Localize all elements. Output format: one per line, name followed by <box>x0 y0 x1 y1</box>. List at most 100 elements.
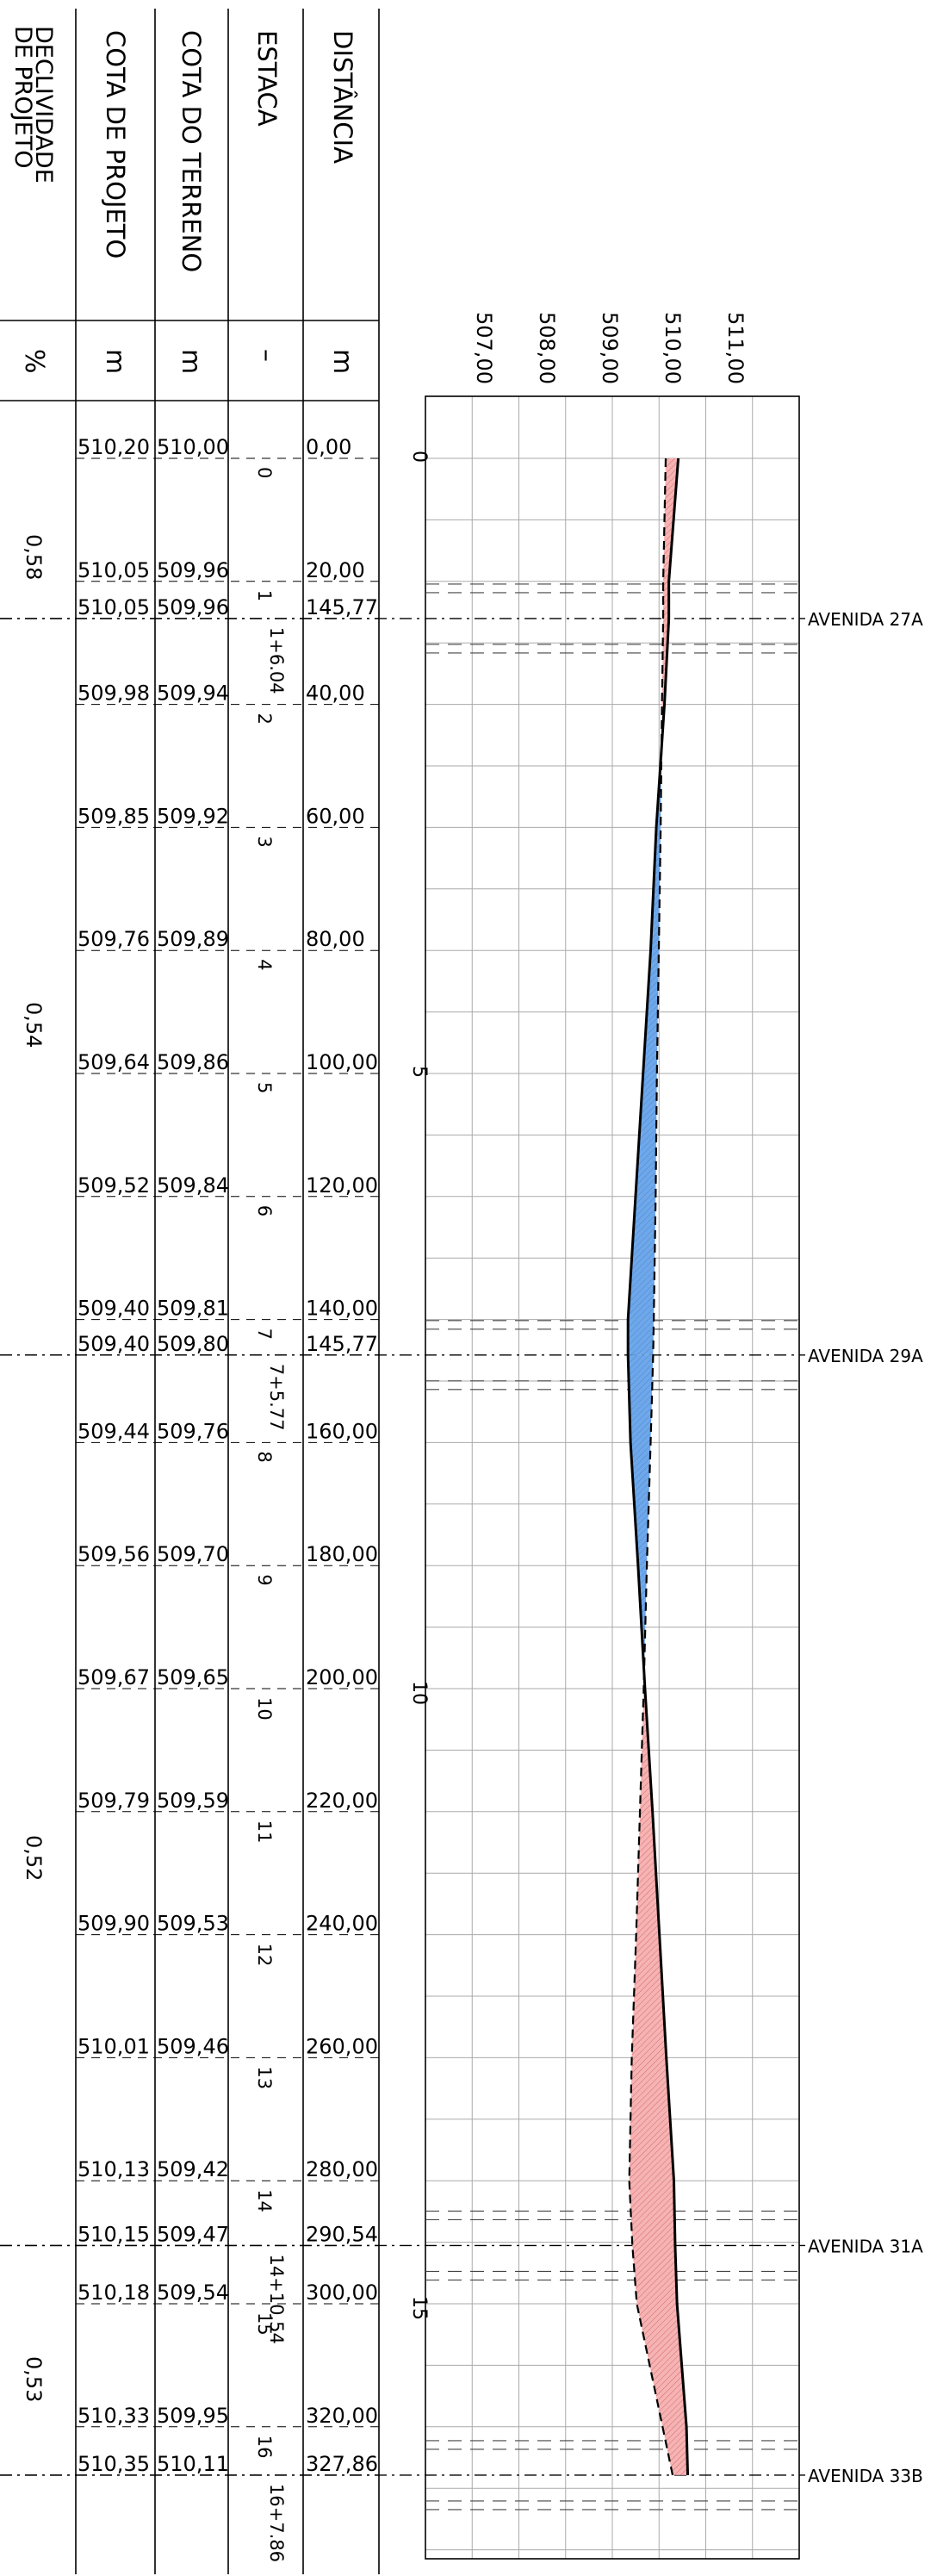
terrain-elevation-value: 509,84 <box>157 1173 229 1198</box>
cut-area <box>631 1934 667 2058</box>
distance-value: 120,00 <box>306 1173 378 1198</box>
fill-area <box>630 1442 651 1566</box>
table-rows: 510,20 510,00 0,00 0 510,05 509,96 20,00 1 510,0… <box>0 435 379 2562</box>
cut-fill-areas <box>628 458 688 2475</box>
station-value: 14 <box>254 2189 275 2212</box>
cut-area <box>629 2181 675 2246</box>
terrain-elevation-value: 509,59 <box>157 1789 229 1813</box>
station-tick-label: 15 <box>408 2296 430 2320</box>
station-value: 4 <box>254 959 275 970</box>
distance-value: 260,00 <box>306 2034 378 2058</box>
project-elevation-value: 509,85 <box>78 804 150 828</box>
distance-value: 240,00 <box>306 1912 378 1936</box>
terrain-elevation-value: 509,42 <box>157 2157 229 2181</box>
station-value: 1+6.04 <box>266 627 287 694</box>
cut-area <box>632 2245 678 2304</box>
fill-area <box>635 1073 657 1197</box>
distance-value: 145,77 <box>306 1332 378 1356</box>
terrain-elevation-value: 509,86 <box>157 1050 229 1074</box>
header-distance: DISTÂNCIA <box>328 30 357 164</box>
station-value: 16 <box>254 2436 275 2459</box>
fill-area <box>628 1319 655 1355</box>
distance-value: 145,77 <box>306 595 378 619</box>
station-value: 15 <box>254 2312 275 2336</box>
distance-value: 280,00 <box>306 2157 378 2181</box>
terrain-line <box>628 457 674 2476</box>
distance-value: 40,00 <box>306 681 365 706</box>
cut-area <box>662 2426 688 2475</box>
project-elevation-value: 509,40 <box>78 1332 150 1356</box>
profile-lines <box>626 457 690 2476</box>
project-elevation-value: 510,05 <box>78 595 150 619</box>
station-value: 9 <box>254 1574 275 1585</box>
header-slope-line-2: DE PROJETO <box>9 26 36 169</box>
station-value: 0 <box>254 467 275 478</box>
unit-terrain-elevation: m <box>176 349 206 374</box>
distance-value: 327,86 <box>306 2452 378 2476</box>
header-terrain-elevation: COTA DO TERRENO <box>177 30 206 272</box>
station-value: 7 <box>254 1328 275 1340</box>
distance-value: 140,00 <box>306 1297 378 1321</box>
table-headers: DECLIVIDADE DE PROJETO COTA DE PROJETO C… <box>9 26 357 272</box>
project-elevation-value: 510,33 <box>78 2404 150 2428</box>
plot-grid <box>425 396 799 2559</box>
project-elevation-value: 509,67 <box>78 1665 150 1689</box>
project-elevation-value: 510,01 <box>78 2034 150 2058</box>
project-elevation-value: 510,15 <box>78 2222 150 2246</box>
terrain-elevation-value: 509,96 <box>157 558 229 582</box>
plot-area <box>425 395 800 2560</box>
distance-value: 300,00 <box>306 2280 378 2305</box>
street-label: AVENIDA 31A <box>808 2236 923 2256</box>
station-tick-label: 10 <box>408 1681 430 1705</box>
project-elevation-value: 509,79 <box>78 1789 150 1813</box>
distance-value: 290,54 <box>306 2222 378 2246</box>
terrain-elevation-value: 509,70 <box>157 1542 229 1566</box>
project-elevation-value: 510,18 <box>78 2280 150 2305</box>
header-project-elevation: COTA DE PROJETO <box>101 30 130 258</box>
terrain-elevation-value: 509,94 <box>157 681 229 706</box>
station-value: 13 <box>254 2066 275 2089</box>
distance-value: 0,00 <box>306 435 351 459</box>
distance-value: 180,00 <box>306 1542 378 1566</box>
project-elevation-value: 509,98 <box>78 681 150 706</box>
unit-distance: m <box>327 349 357 374</box>
elevation-axis: 507,00 508,00 509,00 510,00 511,00 <box>472 312 748 384</box>
distance-value: 20,00 <box>306 558 365 582</box>
project-elevation-value: 509,44 <box>78 1419 150 1443</box>
slope-value: 0,53 <box>22 2356 46 2402</box>
distance-value: 160,00 <box>306 1419 378 1443</box>
fill-area <box>642 950 659 1073</box>
terrain-elevation-value: 509,46 <box>157 2034 229 2058</box>
terrain-elevation-value: 509,81 <box>157 1297 229 1321</box>
station-value: 12 <box>254 1944 275 1967</box>
table-units: % m m – m <box>19 349 357 374</box>
terrain-elevation-value: 510,11 <box>157 2452 229 2476</box>
station-value: 7+5.77 <box>266 1364 287 1431</box>
project-elevation-value: 509,90 <box>78 1912 150 1936</box>
street-label: AVENIDA 33B <box>808 2466 923 2486</box>
distance-value: 80,00 <box>306 927 365 951</box>
distance-value: 100,00 <box>306 1050 378 1074</box>
station-value: 16+7.86 <box>266 2484 287 2562</box>
terrain-elevation-value: 509,53 <box>157 1912 229 1936</box>
elev-tick-label: 509,00 <box>598 312 622 384</box>
plot-border <box>425 395 800 2560</box>
project-elevation-value: 509,76 <box>78 927 150 951</box>
unit-station: – <box>251 349 282 362</box>
station-tick-label: 0 <box>408 451 430 463</box>
cut-area <box>663 458 679 582</box>
street-label: AVENIDA 29A <box>808 1346 923 1366</box>
terrain-elevation-value: 509,89 <box>157 927 229 951</box>
terrain-elevation-value: 509,65 <box>157 1665 229 1689</box>
project-elevation-value: 509,64 <box>78 1050 150 1074</box>
project-elevation-value: 510,13 <box>78 2157 150 2181</box>
table-frame <box>0 9 380 2574</box>
distance-value: 320,00 <box>306 2404 378 2428</box>
elev-tick-label: 507,00 <box>472 312 496 384</box>
distance-value: 200,00 <box>306 1665 378 1689</box>
project-elevation-value: 509,56 <box>78 1542 150 1566</box>
fill-area <box>628 1354 654 1443</box>
station-axis: 0 5 10 15 <box>408 451 430 2320</box>
terrain-elevation-value: 509,80 <box>157 1332 229 1356</box>
street-label: AVENIDA 27A <box>808 609 923 630</box>
